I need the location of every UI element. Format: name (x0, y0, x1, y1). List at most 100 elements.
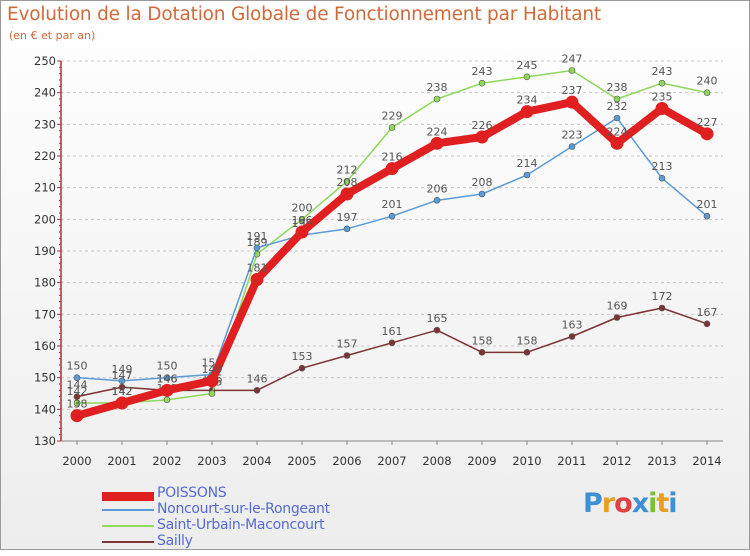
data-point (658, 79, 666, 87)
data-label: 150 (67, 360, 88, 373)
data-point (340, 187, 354, 201)
data-label: 146 (157, 372, 178, 385)
x-tick-label: 2009 (467, 454, 496, 468)
data-point (475, 130, 489, 144)
data-label: 150 (157, 360, 178, 373)
data-point (253, 387, 261, 394)
data-label: 214 (517, 157, 538, 170)
legend-label: Sailly (157, 533, 193, 549)
data-label: 227 (697, 116, 718, 129)
data-point (295, 225, 309, 239)
y-tick-label: 240 (34, 86, 56, 100)
logo-letter: r (601, 488, 615, 519)
y-tick-label: 190 (34, 244, 56, 258)
legend-label: Noncourt-sur-le-Rongeant (157, 501, 330, 517)
data-point (568, 67, 576, 74)
data-point (118, 383, 126, 391)
data-point (523, 171, 531, 179)
data-point (613, 114, 621, 122)
data-point (250, 273, 264, 286)
data-label: 144 (67, 379, 88, 392)
data-label: 165 (427, 312, 448, 325)
data-point (433, 326, 441, 334)
data-point (523, 73, 531, 81)
x-tick-label: 2001 (107, 454, 136, 468)
data-point (478, 79, 486, 87)
data-point (388, 124, 396, 131)
data-point (385, 162, 399, 176)
x-tick-label: 2006 (332, 454, 361, 468)
data-label: 142 (112, 385, 133, 398)
proxiti-logo: Proxiti (583, 488, 678, 519)
data-label: 208 (337, 176, 358, 189)
data-label: 196 (292, 214, 313, 227)
y-tick-label: 180 (34, 276, 56, 290)
data-point (613, 314, 621, 321)
legend-swatch (102, 492, 154, 501)
x-tick-label: 2012 (602, 454, 631, 468)
data-label: 247 (562, 53, 583, 66)
data-label: 157 (337, 338, 358, 351)
logo-letter: t (656, 488, 669, 519)
data-point (523, 349, 531, 356)
y-tick-label: 210 (34, 181, 56, 195)
logo-letter: i (668, 488, 677, 519)
data-label: 238 (427, 81, 448, 94)
y-tick-label: 130 (34, 434, 56, 448)
series-sailly: 1441471461461461531571611651581581631691… (67, 290, 718, 400)
data-point (253, 244, 261, 252)
data-point (568, 143, 576, 150)
data-point (433, 197, 441, 204)
data-point (658, 174, 666, 182)
data-label: 223 (562, 129, 583, 142)
data-label: 234 (517, 94, 538, 107)
data-point (343, 352, 351, 359)
data-label: 232 (607, 100, 628, 113)
data-label: 153 (292, 350, 313, 363)
y-tick-label: 250 (34, 54, 56, 68)
y-tick-label: 140 (34, 402, 56, 416)
data-label: 161 (382, 325, 403, 338)
data-label: 142 (67, 385, 88, 398)
data-label: 146 (247, 372, 268, 385)
x-tick-label: 2002 (152, 454, 181, 468)
data-point (703, 212, 711, 220)
data-label: 208 (472, 176, 493, 189)
data-label: 243 (652, 65, 673, 78)
data-label: 240 (697, 75, 718, 88)
data-point (478, 349, 486, 356)
y-tick-label: 170 (34, 307, 56, 321)
legend-swatch (102, 509, 154, 511)
y-tick-label: 200 (34, 212, 56, 226)
logo-letter: P (583, 488, 603, 519)
data-label: 158 (517, 334, 538, 347)
x-tick-label: 2007 (377, 454, 406, 468)
data-label: 224 (607, 125, 628, 138)
data-point (703, 89, 711, 96)
data-label: 213 (652, 160, 673, 173)
data-label: 169 (607, 300, 628, 313)
data-point (343, 178, 351, 185)
data-point (613, 95, 621, 103)
data-point (433, 95, 441, 103)
x-tick-label: 2004 (242, 454, 271, 468)
data-point (298, 216, 306, 223)
data-label: 158 (472, 334, 493, 347)
data-label: 216 (382, 151, 403, 164)
data-point (163, 374, 171, 381)
x-tick-label: 2013 (647, 454, 676, 468)
data-point (298, 364, 306, 372)
legend-swatch (102, 541, 154, 543)
data-point (700, 127, 714, 141)
legend-label: POISSONS (157, 485, 227, 501)
data-label: 172 (652, 290, 673, 303)
data-label: 237 (562, 84, 583, 97)
data-point (118, 377, 126, 385)
data-label: 238 (607, 81, 628, 94)
data-point (160, 383, 174, 397)
y-tick-label: 220 (34, 149, 56, 163)
data-point (73, 393, 81, 400)
